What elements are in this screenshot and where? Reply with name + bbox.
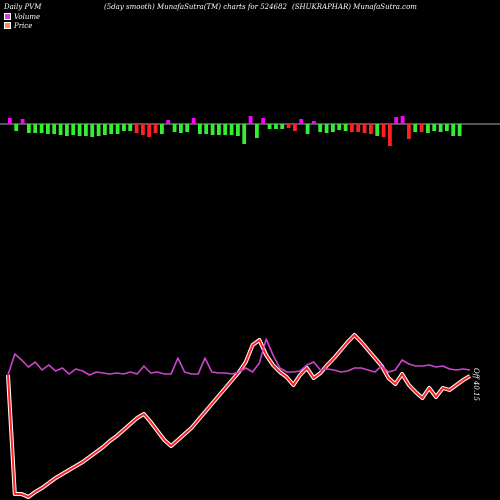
smooth-volume-line [7,338,471,376]
volume-bar [299,119,304,124]
volume-bar [400,116,405,124]
volume-bar [223,124,228,135]
volume-bar [255,124,259,138]
price-line-outline [6,333,472,499]
volume-bar [122,124,126,131]
volume-bar [109,124,114,134]
volume-bar [128,124,133,131]
volume-bar [331,124,335,132]
volume-bar [350,124,354,132]
legend-label-volume: Volume [14,12,41,21]
volume-bar [407,124,411,139]
volume-bar [324,124,329,133]
volume-bar [198,124,202,134]
volume-bar [210,124,215,135]
legend-swatch-price [4,22,11,29]
volume-bar [39,124,44,133]
volume-bar [8,118,12,124]
volume-bar [318,124,323,132]
volume-bar [33,124,38,133]
volume-bar [191,118,196,124]
volume-bar [115,124,120,134]
volume-bar [438,124,443,132]
volume-bar [267,124,272,129]
volume-bar [369,124,373,134]
price-line [7,334,471,498]
volume-bar [432,124,437,131]
volume-bar [77,124,82,136]
volume-bar [451,124,456,136]
volume-bar [46,124,50,134]
volume-bar [172,124,177,132]
volume-bar [261,118,266,124]
legend-swatch-volume [4,13,11,20]
volume-bar [96,124,101,136]
volume-bar [305,124,310,134]
volume-bar [179,124,183,133]
volume-bar [286,124,291,128]
legend-item-volume: Volume [4,12,40,21]
volume-bar [52,124,57,134]
volume-bar [343,124,348,131]
volume-bar [65,124,69,136]
volume-bar [356,124,361,132]
volume-bar [84,124,88,136]
volume-bar [153,124,158,133]
volume-bar [312,121,316,124]
legend-item-price: Price [4,21,40,30]
volume-bar [457,124,462,136]
volume-bar [293,124,297,131]
volume-bar [419,124,424,132]
volume-bar [274,124,278,129]
volume-bar [90,124,95,137]
volume-bar [160,124,164,134]
volume-bar [147,124,152,137]
chart-header-right: (SHUKRAPHAR) MunafaSutra.com [292,3,417,11]
chart-legend: Volume Price [4,12,40,30]
volume-bar [204,124,209,134]
volume-bar [27,124,31,133]
volume-bar [229,124,234,135]
last-price-label: Off 40.15 [472,368,480,402]
volume-bar [445,124,449,131]
volume-bar [426,124,430,133]
volume-bar [166,120,171,124]
volume-bar [103,124,107,135]
volume-bar [375,124,380,136]
volume-bar [242,124,247,144]
chart-header-center: (5day smooth) MunafaSutra(TM) charts for… [104,3,287,11]
volume-bar [381,124,386,137]
volume-bar [248,116,253,124]
volume-bar [280,124,285,129]
volume-bar [185,124,190,132]
volume-bar [134,124,139,133]
volume-bar [58,124,63,135]
legend-label-price: Price [14,21,33,30]
volume-bar [236,124,240,136]
volume-bar [20,119,25,124]
volume-bar [413,124,418,132]
volume-bar [71,124,76,135]
volume-bar [141,124,145,135]
volume-bar [14,124,19,131]
chart-header-left: Daily PVM [4,3,42,11]
volume-bar [394,117,399,124]
volume-bar [362,124,367,133]
volume-bar [217,124,221,135]
volume-bar [388,124,392,146]
volume-bar [337,124,342,130]
